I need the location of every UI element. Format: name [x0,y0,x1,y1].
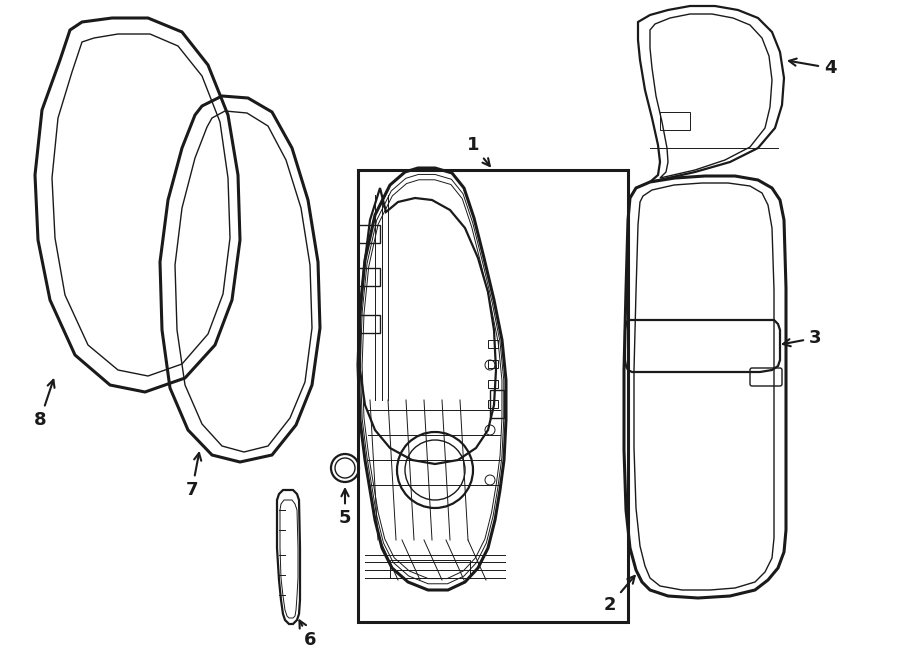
Bar [488,400,498,408]
Bar [358,225,380,243]
Bar [488,340,498,348]
Text: 3: 3 [783,329,821,347]
Text: 7: 7 [185,453,202,499]
Bar [390,560,470,578]
Bar [358,315,380,333]
Bar [490,390,504,418]
Text: 4: 4 [789,58,836,77]
Bar [488,380,498,388]
Text: 5: 5 [338,489,351,527]
Bar [358,268,380,286]
Text: 1: 1 [467,136,490,166]
Text: 8: 8 [33,380,55,429]
Bar [358,170,628,622]
Text: 2: 2 [604,576,634,614]
Text: 6: 6 [300,620,316,649]
Bar [488,360,498,368]
